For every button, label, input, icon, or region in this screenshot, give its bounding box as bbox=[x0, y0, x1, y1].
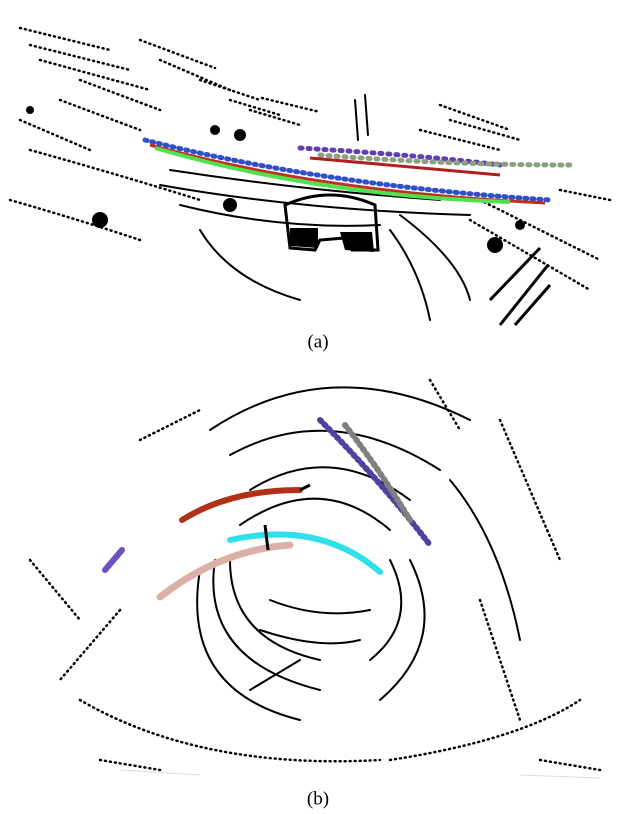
connector bbox=[265, 485, 310, 550]
figure: (a) (b) bbox=[0, 0, 621, 814]
caption: (b) bbox=[307, 788, 329, 809]
panel-b-image bbox=[30, 380, 600, 778]
lane-pink bbox=[160, 545, 290, 597]
clusters bbox=[26, 106, 525, 253]
lane-red bbox=[182, 490, 300, 520]
page: (a) (b) (() => { const data = JSON.parse… bbox=[0, 0, 621, 814]
baseline bbox=[120, 770, 600, 778]
caption: (a) bbox=[307, 331, 328, 352]
lane-short bbox=[105, 550, 122, 570]
panel-a-image bbox=[10, 28, 610, 325]
road-edge bbox=[490, 248, 550, 325]
